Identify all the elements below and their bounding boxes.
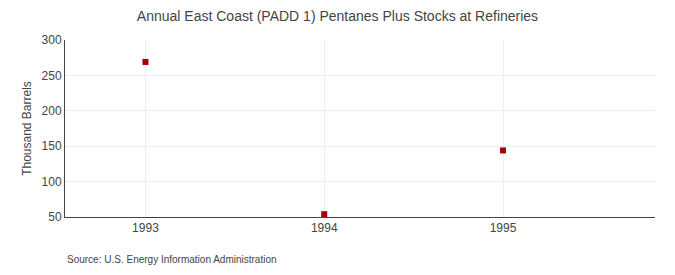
svg-text:100: 100 xyxy=(42,175,62,189)
svg-text:Thousand Barrels: Thousand Barrels xyxy=(20,81,34,176)
svg-text:1993: 1993 xyxy=(132,221,159,235)
svg-text:50: 50 xyxy=(48,210,62,224)
svg-text:Annual East Coast (PADD 1) Pen: Annual East Coast (PADD 1) Pentanes Plus… xyxy=(137,8,538,24)
svg-text:150: 150 xyxy=(42,139,62,153)
svg-text:250: 250 xyxy=(42,69,62,83)
svg-text:200: 200 xyxy=(42,104,62,118)
svg-text:Source: U.S. Energy Informatio: Source: U.S. Energy Information Administ… xyxy=(67,254,277,265)
svg-text:300: 300 xyxy=(42,33,62,47)
svg-text:1995: 1995 xyxy=(490,221,517,235)
svg-text:1994: 1994 xyxy=(311,221,338,235)
